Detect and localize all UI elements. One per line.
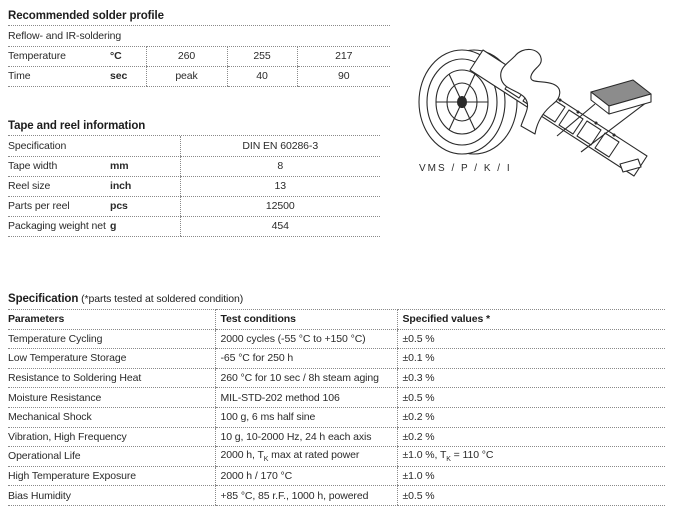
specification-section: Specification (*parts tested at soldered… (8, 293, 665, 506)
value-cell: ±0.3 % (396, 368, 665, 389)
component-chip-icon (556, 79, 652, 153)
value-cell: ±0.2 % (396, 427, 665, 448)
value-cell: ±0.5 % (396, 329, 665, 350)
table-row: Tape width mm 8 (8, 156, 380, 177)
value-cell: 217 (296, 46, 391, 67)
conditions-cell: -65 °C for 250 h (214, 348, 397, 369)
solder-profile-subtitle: Reflow- and IR-soldering (8, 26, 391, 47)
value-cell: 454 (179, 216, 380, 237)
value-cell: 90 (296, 66, 391, 87)
table-header-row: Parameters Test conditions Specified val… (8, 309, 665, 330)
table-row: Moisture Resistance MIL-STD-202 method 1… (8, 387, 665, 408)
table-row: Operational Life 2000 h, TK max at rated… (8, 446, 665, 467)
value-cell: ±1.0 %, TK = 110 °C (396, 446, 665, 467)
unit-label: mm (110, 156, 180, 177)
conditions-cell: 100 g, 6 ms half sine (214, 407, 397, 428)
conditions-cell: MIL-STD-202 method 106 (214, 387, 397, 408)
table-row: Reflow- and IR-soldering (8, 26, 391, 47)
table-row: Time sec peak 40 90 (8, 66, 391, 87)
param-cell: Resistance to Soldering Heat (8, 368, 215, 389)
value-cell: DIN EN 60286-3 (179, 136, 380, 157)
param-label: Time (8, 66, 110, 87)
unit-label: g (110, 216, 180, 237)
param-cell: Bias Humidity (8, 485, 215, 506)
param-cell: Operational Life (8, 446, 215, 467)
table-row: Mechanical Shock 100 g, 6 ms half sine ±… (8, 407, 665, 428)
unit-label: °C (110, 46, 146, 67)
table-row: Low Temperature Storage -65 °C for 250 h… (8, 348, 665, 369)
value-cell: 40 (226, 66, 297, 87)
column-header-test-conditions: Test conditions (214, 309, 397, 330)
conditions-cell: 260 °C for 10 sec / 8h steam aging (214, 368, 397, 389)
tape-reel-table: Specification DIN EN 60286-3 Tape width … (8, 136, 380, 237)
value-cell: 13 (179, 176, 380, 197)
param-label: Packaging weight net (8, 216, 110, 237)
cover-tape-icon (500, 48, 561, 135)
tape-reel-illustration (418, 48, 652, 177)
value-cell: 8 (179, 156, 380, 177)
solder-profile-table: Reflow- and IR-soldering Temperature °C … (8, 26, 391, 87)
table-row: Vibration, High Frequency 10 g, 10-2000 … (8, 427, 665, 448)
unit-label: pcs (110, 196, 180, 217)
table-row: Specification DIN EN 60286-3 (8, 136, 380, 157)
value-cell: 255 (226, 46, 297, 67)
value-cell: peak (145, 66, 227, 87)
solder-profile-section: Recommended solder profile Reflow- and I… (8, 10, 391, 87)
conditions-cell: 10 g, 10-2000 Hz, 24 h each axis (214, 427, 397, 448)
param-cell: Mechanical Shock (8, 407, 215, 428)
unit-label (110, 136, 180, 157)
table-row: Temperature °C 260 255 217 (8, 46, 391, 67)
specification-title-text: Specification (8, 293, 79, 305)
specification-table: Parameters Test conditions Specified val… (8, 309, 665, 506)
unit-label: inch (110, 176, 180, 197)
table-row: Parts per reel pcs 12500 (8, 196, 380, 217)
table-row: Reel size inch 13 (8, 176, 380, 197)
tape-reel-section: Tape and reel information Specification … (8, 120, 380, 237)
param-label: Temperature (8, 46, 110, 67)
param-label: Specification (8, 136, 110, 157)
param-label: Reel size (8, 176, 110, 197)
solder-profile-title: Recommended solder profile (8, 10, 390, 26)
param-cell: Low Temperature Storage (8, 348, 215, 369)
conditions-cell: +85 °C, 85 r.F., 1000 h, powered (214, 485, 397, 506)
param-cell: Temperature Cycling (8, 329, 215, 350)
value-cell: 260 (145, 46, 227, 67)
param-label: Parts per reel (8, 196, 110, 217)
tape-reel-title: Tape and reel information (8, 120, 380, 136)
param-label: Tape width (8, 156, 110, 177)
specification-title: Specification (*parts tested at soldered… (8, 293, 665, 309)
value-cell: ±0.2 % (396, 407, 665, 428)
illustration-caption: VMS / P / K / I (419, 163, 512, 174)
value-cell: 12500 (179, 196, 380, 217)
param-cell: High Temperature Exposure (8, 466, 215, 487)
table-row: Resistance to Soldering Heat 260 °C for … (8, 368, 665, 389)
table-row: Packaging weight net g 454 (8, 216, 380, 237)
value-cell: ±0.5 % (396, 387, 665, 408)
value-cell: ±1.0 % (396, 466, 665, 487)
specification-note: (*parts tested at soldered condition) (78, 293, 244, 305)
value-cell: ±0.5 % (396, 485, 665, 506)
table-row: High Temperature Exposure 2000 h / 170 °… (8, 466, 665, 487)
unit-label: sec (110, 66, 146, 87)
param-cell: Moisture Resistance (8, 387, 215, 408)
conditions-cell: 2000 cycles (-55 °C to +150 °C) (214, 329, 397, 350)
conditions-cell: 2000 h, TK max at rated power (214, 446, 397, 467)
column-header-parameters: Parameters (8, 309, 215, 330)
value-cell: ±0.1 % (396, 348, 665, 369)
table-row: Temperature Cycling 2000 cycles (-55 °C … (8, 329, 665, 350)
param-cell: Vibration, High Frequency (8, 427, 215, 448)
conditions-cell: 2000 h / 170 °C (214, 466, 397, 487)
column-header-specified-values: Specified values * (396, 309, 665, 330)
table-row: Bias Humidity +85 °C, 85 r.F., 1000 h, p… (8, 485, 665, 506)
